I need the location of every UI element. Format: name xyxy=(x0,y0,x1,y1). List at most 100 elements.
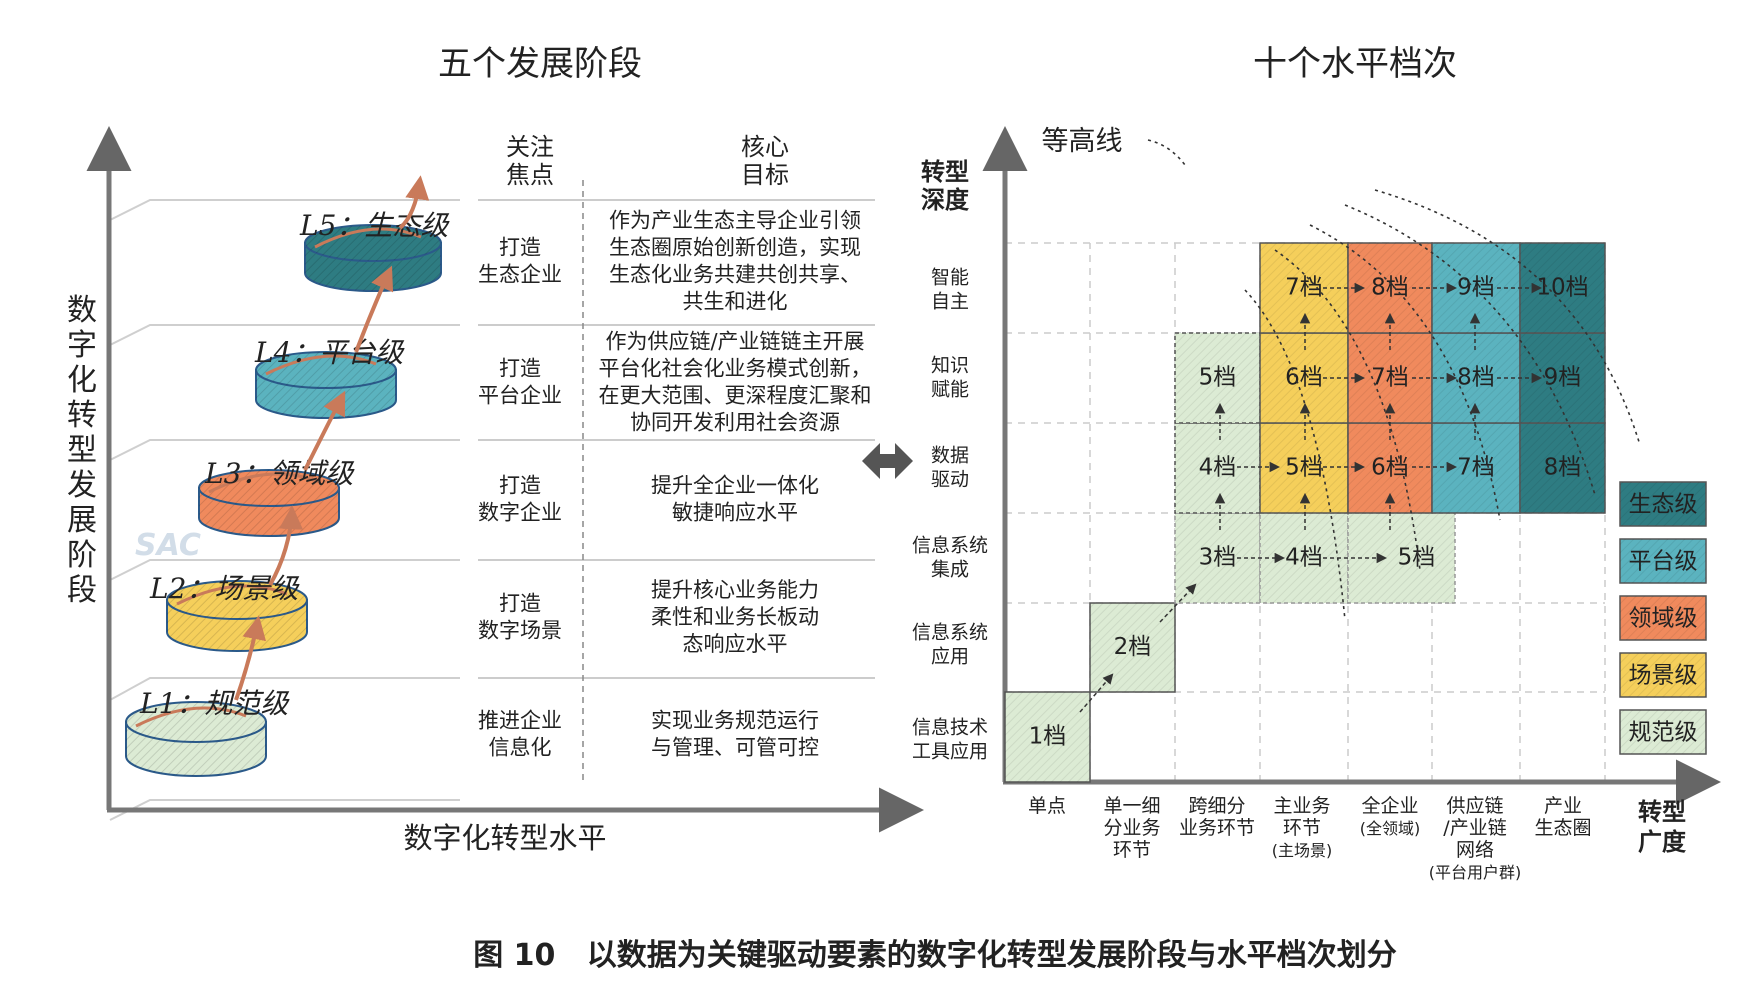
y-axis-char: 型 xyxy=(67,433,97,468)
legend-hatch xyxy=(1620,539,1706,583)
cell-hatch xyxy=(1005,692,1090,782)
legend-hatch xyxy=(1620,653,1706,697)
cylinder-top-hatch xyxy=(305,225,441,261)
progression-arrow xyxy=(1079,673,1114,713)
cell-label: 5档 xyxy=(1285,455,1323,481)
breadth-col-label: 业务环节 xyxy=(1179,817,1255,839)
stage-cylinder: L2：场景级 xyxy=(149,572,308,652)
depth-row-label: 工具应用 xyxy=(912,741,988,763)
stage-cylinders: L5：生态级 L4：平台级 L3：领域级 L2：场景级 L1：规范级 xyxy=(125,175,450,777)
stage-goal: 作为产业生态主导企业引领 xyxy=(609,209,861,233)
left-x-axis-label: 数字化转型水平 xyxy=(403,821,606,855)
stage-focus: 数字企业 xyxy=(478,501,562,525)
level-cell: 1档 xyxy=(1004,691,1091,783)
stage-label: L3：领域级 xyxy=(204,457,355,490)
depth-row-label: 数据 xyxy=(931,445,969,467)
contour-line xyxy=(1374,189,1641,446)
depth-row-label: 信息技术 xyxy=(912,717,988,739)
stage-goal: 敏捷响应水平 xyxy=(672,501,798,525)
breadth-col-label: 主业务 xyxy=(1273,795,1330,817)
breadth-col-label: 分业务 xyxy=(1103,817,1160,839)
breadth-col-label: 单点 xyxy=(1028,795,1066,817)
header-focus: 关注 xyxy=(506,133,554,161)
cell-label: 5档 xyxy=(1398,545,1436,571)
orbit-arc xyxy=(135,706,247,728)
level-cell: 7档 xyxy=(1431,422,1521,514)
right-title: 十个水平档次 xyxy=(1253,44,1457,84)
cell-label: 6档 xyxy=(1371,455,1409,481)
depth-axis-title: 深度 xyxy=(921,186,970,214)
contour-line xyxy=(1244,289,1346,621)
breadth-col-label: 环节 xyxy=(1113,839,1151,861)
breadth-axis-title: 广度 xyxy=(1638,828,1687,856)
stage-label: L2：场景级 xyxy=(149,572,300,605)
cell-label: 10档 xyxy=(1536,275,1588,301)
depth-row-label: 驱动 xyxy=(931,469,969,491)
depth-row-label: 知识 xyxy=(931,355,969,377)
contour-pointer xyxy=(1147,139,1186,166)
breadth-col-label: 产业 xyxy=(1544,795,1582,817)
breadth-col-label: 供应链 xyxy=(1446,795,1503,817)
y-axis-char: 化 xyxy=(67,363,97,398)
contour-label: 等高线 xyxy=(1042,126,1123,157)
stage-label: L5：生态级 xyxy=(299,209,450,242)
cell-label: 9档 xyxy=(1544,365,1582,391)
stage-goal: 共生和进化 xyxy=(683,290,788,314)
depth-row-label: 信息系统 xyxy=(912,622,988,644)
stage-label: L1：规范级 xyxy=(139,687,290,720)
stage-goal: 态响应水平 xyxy=(683,632,788,656)
legend-item: 平台级 xyxy=(1619,538,1707,584)
stage-cylinder: L4：平台级 xyxy=(254,336,405,419)
header-focus: 焦点 xyxy=(506,161,554,189)
breadth-col-label: 单一细 xyxy=(1103,795,1160,817)
legend-label: 领域级 xyxy=(1629,606,1698,632)
breadth-axis-title: 转型 xyxy=(1638,798,1686,826)
legend-label: 规范级 xyxy=(1629,720,1698,746)
stage-cylinder: L3：领域级 xyxy=(198,457,355,537)
level-cell: 5档 xyxy=(1259,422,1349,514)
cell-label: 5档 xyxy=(1199,365,1237,391)
stage-focus: 打造 xyxy=(499,592,541,616)
cell-label: 6档 xyxy=(1285,365,1323,391)
orbit-arc xyxy=(208,472,320,494)
stage-goal: 提升核心业务能力 xyxy=(651,578,819,602)
stage-planes xyxy=(109,199,460,821)
y-axis-char: 数 xyxy=(67,293,97,328)
cell-label: 7档 xyxy=(1371,365,1409,391)
stage-goal: 与管理、可管可控 xyxy=(651,736,819,760)
legend-item: 场景级 xyxy=(1619,652,1707,698)
breadth-col-label: (全领域) xyxy=(1360,819,1421,838)
level-grid-panel: 1档 2档 3档 4档 5档 4档 5档 6档 7档 8档 5档 6档 7档 8档 9档 7档 8档 9档 10档 等… xyxy=(912,126,1721,882)
stage-cylinder: L1：规范级 xyxy=(125,687,290,777)
cell-label: 2档 xyxy=(1114,634,1152,660)
level-cell: 5档 xyxy=(1174,332,1261,424)
stage-table: 关注焦点核心目标打造生态企业作为产业生态主导企业引领生态圈原始创新创造，实现生态… xyxy=(478,133,875,780)
y-axis-char: 段 xyxy=(67,573,97,608)
level-cell: 2档 xyxy=(1089,602,1176,693)
stage-goal: 柔性和业务长板动 xyxy=(651,605,819,629)
cell-label: 3档 xyxy=(1199,545,1237,571)
depth-row-label: 信息系统 xyxy=(912,535,988,557)
stage-connector-arrow xyxy=(234,615,267,701)
watermark-logo: SAC xyxy=(135,528,201,563)
stage-connector-arrow xyxy=(398,175,430,230)
breadth-col-label: 生态圈 xyxy=(1534,817,1591,839)
legend-item: 生态级 xyxy=(1619,481,1707,527)
stage-goal: 生态化业务共建共创共享、 xyxy=(609,263,861,287)
legend-label: 平台级 xyxy=(1629,549,1698,575)
stage-connector-arrow xyxy=(303,390,346,471)
contour-line xyxy=(1344,204,1596,496)
y-axis-char: 转 xyxy=(67,398,97,433)
cell-label: 8档 xyxy=(1371,275,1409,301)
cylinder-top-hatch xyxy=(199,470,339,506)
stage-focus: 生态企业 xyxy=(478,263,562,287)
stage-focus: 数字场景 xyxy=(478,619,562,643)
stage-focus: 打造 xyxy=(499,236,541,260)
bidirectional-arrow-icon xyxy=(862,443,913,479)
stage-connector-arrow xyxy=(354,265,394,353)
y-axis-char: 展 xyxy=(67,503,97,538)
stage-focus: 推进企业 xyxy=(478,709,562,733)
contour-line xyxy=(1274,249,1421,571)
breadth-col-label: 网络 xyxy=(1456,839,1494,861)
